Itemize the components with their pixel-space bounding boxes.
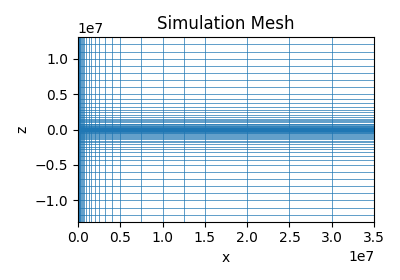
Title: Simulation Mesh: Simulation Mesh (157, 15, 295, 33)
Y-axis label: z: z (15, 126, 29, 133)
X-axis label: x: x (222, 251, 230, 265)
